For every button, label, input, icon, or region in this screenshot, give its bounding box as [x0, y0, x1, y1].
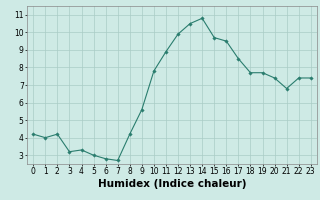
X-axis label: Humidex (Indice chaleur): Humidex (Indice chaleur) — [98, 179, 246, 189]
